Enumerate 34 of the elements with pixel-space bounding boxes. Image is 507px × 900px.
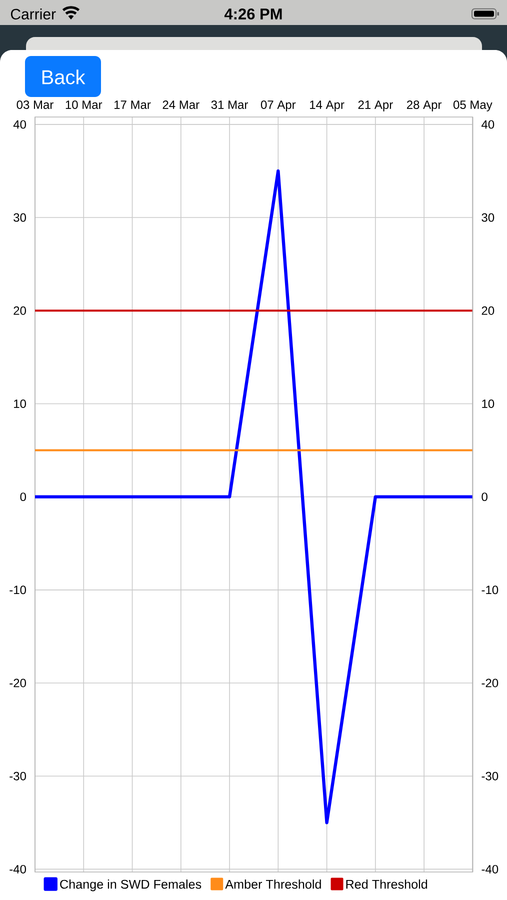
y-tick-label: 20 (14, 306, 26, 315)
text: Carrier (10, 8, 56, 20)
y2-tick-label: -10 (482, 586, 498, 594)
y-tick-label: 40 (13, 120, 26, 129)
text: Back (42, 70, 86, 84)
y2-tick-label: 30 (482, 213, 494, 222)
y2-tick-label: 0 (482, 492, 488, 502)
legend-label: Change in SWD Females (60, 879, 202, 892)
x-tick-label: 24 Mar (162, 100, 200, 109)
y-tick-label: -30 (10, 772, 26, 780)
y2-tick-label: 20 (482, 306, 494, 315)
x-tick-label: 03 Mar (16, 100, 54, 109)
y2-tick-label: 10 (482, 399, 494, 408)
y-tick-label: -10 (10, 586, 26, 594)
x-tick-label: 31 Mar (211, 100, 248, 109)
y-tick-label: -20 (10, 678, 26, 688)
y-tick-label: 10 (14, 399, 26, 408)
y-tick-label: 0 (20, 492, 26, 502)
y2-tick-label: -20 (482, 678, 498, 688)
x-tick-label: 14 Apr (310, 100, 344, 112)
x-tick-label: 17 Mar (114, 100, 151, 109)
x-tick-label: 05 May (453, 100, 492, 112)
legend-label: Red Threshold (346, 879, 428, 889)
x-tick-label: 28 Apr (406, 100, 442, 112)
y-tick-label: -40 (10, 864, 26, 874)
y2-tick-label: 40 (482, 120, 494, 129)
legend-label: Amber Threshold (225, 879, 321, 889)
x-tick-label: 10 Mar (66, 100, 102, 109)
y2-tick-label: -30 (482, 772, 498, 780)
x-tick-label: 21 Apr (358, 100, 393, 112)
y2-tick-label: -40 (482, 864, 498, 874)
text: 4:26 PM (224, 8, 282, 20)
y-tick-label: 30 (14, 213, 26, 222)
x-tick-label: 07 Apr (260, 100, 296, 112)
